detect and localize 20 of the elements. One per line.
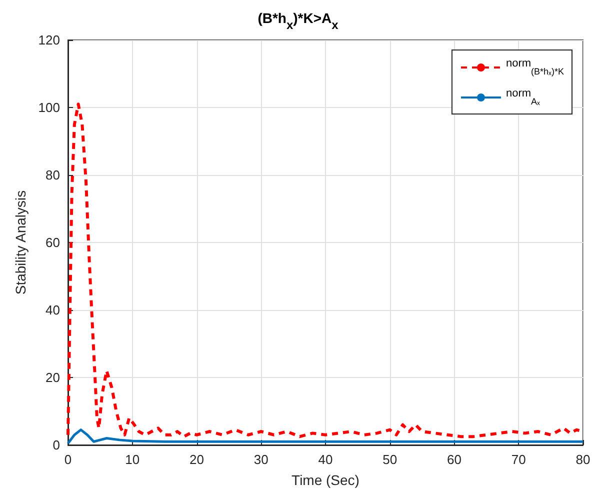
x-tick-label: 10: [125, 452, 140, 467]
x-axis-title: Time (Sec): [292, 472, 360, 488]
legend-label: normAₓ: [506, 88, 540, 106]
x-tick-label: 0: [64, 452, 72, 467]
y-tick-label: 40: [46, 302, 60, 318]
x-tick-label: 80: [576, 452, 590, 467]
y-tick-label: 60: [46, 235, 60, 250]
x-tick-label: 40: [318, 452, 333, 467]
x-tick-label: 30: [254, 452, 268, 467]
x-tick-label: 60: [447, 452, 462, 467]
y-axis-title: Stability Analysis: [12, 190, 28, 295]
x-tick-label: 20: [190, 452, 204, 467]
y-tick-label: 0: [52, 438, 60, 452]
y-tick-label: 120: [38, 32, 60, 48]
y-tick-label: 100: [38, 100, 60, 115]
x-tick-label: 50: [382, 452, 398, 467]
y-tick-label: 80: [46, 168, 60, 182]
x-tick-label: 70: [511, 452, 526, 467]
legend-label: norm(B*hₓ)*K: [506, 58, 564, 76]
y-tick-label: 20: [46, 370, 60, 385]
